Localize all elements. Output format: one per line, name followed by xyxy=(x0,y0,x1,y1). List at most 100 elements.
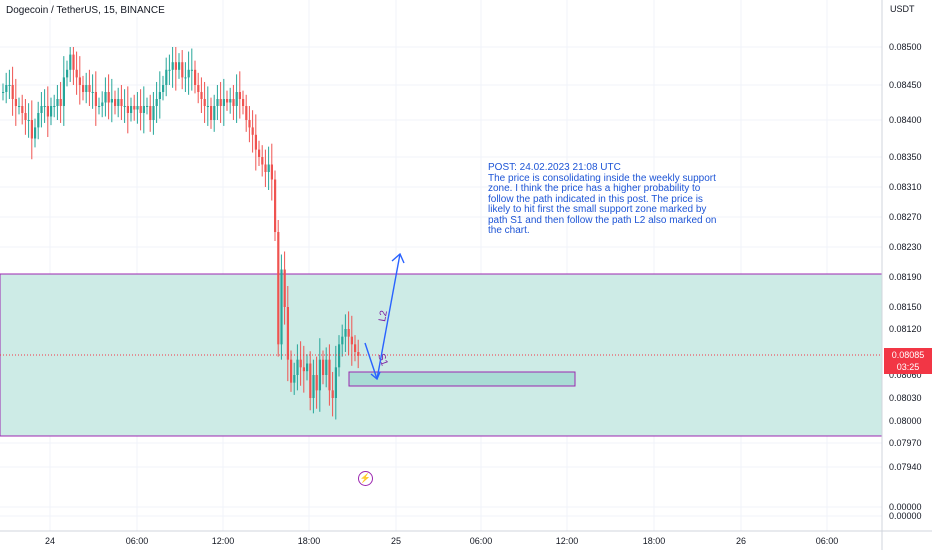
candle-up xyxy=(213,106,216,120)
candle-down xyxy=(219,99,222,106)
candle-down xyxy=(126,106,129,113)
candle-down xyxy=(149,106,152,120)
path-s1-label: S1 xyxy=(375,352,390,368)
candle-up xyxy=(306,363,309,372)
candle-down xyxy=(210,106,213,120)
candle-up xyxy=(296,359,299,375)
grid xyxy=(0,0,882,531)
price-axis[interactable]: USDT 0.08500 0.08450 0.08400 0.08350 0.08310… xyxy=(881,0,922,550)
candle-down xyxy=(200,92,203,99)
candle-up xyxy=(152,106,155,120)
x-tick-label: 24 xyxy=(45,536,55,546)
small-support-zone[interactable] xyxy=(348,371,576,387)
candle-up xyxy=(162,85,165,92)
candle-down xyxy=(283,269,286,307)
currency-label: USDT xyxy=(890,4,915,14)
y-tick-label: 0.08400 xyxy=(889,115,922,125)
x-tick-labels: 24 06:00 12:00 18:00 25 06:00 12:00 18:00 26 06:0… xyxy=(45,536,838,546)
candle-up xyxy=(40,106,43,113)
x-tick-label: 12:00 xyxy=(212,536,235,546)
candle-up xyxy=(344,329,347,337)
candle-down xyxy=(248,120,251,128)
candle-up xyxy=(338,344,341,368)
x-tick-label: 06:00 xyxy=(126,536,149,546)
candle-up xyxy=(34,127,37,139)
candle-up xyxy=(142,106,145,113)
candle-down xyxy=(75,69,78,78)
candles xyxy=(2,47,360,420)
y-tick-labels: 0.08500 0.08450 0.08400 0.08350 0.08310 0.082… xyxy=(889,42,922,521)
annotation-note[interactable]: POST: 24.02.2023 21:08 UTC The price is … xyxy=(488,162,722,237)
annotation-line: the chart. xyxy=(488,225,530,236)
candle-down xyxy=(315,375,318,391)
candle-down xyxy=(82,85,85,92)
y-tick-label: 0.08310 xyxy=(889,182,922,192)
candle-down xyxy=(261,157,264,165)
candle-down xyxy=(232,99,235,106)
candle-up xyxy=(187,69,190,78)
candle-up xyxy=(5,85,8,92)
candle-down xyxy=(331,390,334,398)
candle-down xyxy=(302,367,305,372)
candle-down xyxy=(328,359,331,391)
y-tick-label: 0.00000 xyxy=(889,502,922,512)
candle-up xyxy=(85,85,88,92)
last-price-badge: 0.08085 03:25 xyxy=(884,348,932,374)
candle-down xyxy=(88,85,91,92)
candle-up xyxy=(104,92,107,103)
candle-up xyxy=(171,62,174,70)
y-tick-label: 0.08450 xyxy=(889,80,922,90)
y-tick-label: 0.00000 xyxy=(889,511,922,521)
lightning-icon[interactable]: ⚡ xyxy=(358,471,373,486)
x-tick-label: 25 xyxy=(391,536,401,546)
candle-up xyxy=(101,102,104,106)
candle-up xyxy=(8,85,11,86)
y-tick-label: 0.08500 xyxy=(889,42,922,52)
y-tick-label: 0.08350 xyxy=(889,152,922,162)
candle-down xyxy=(114,99,117,106)
candle-down xyxy=(254,134,257,150)
annotation-line: likely to hit first the small support zo… xyxy=(488,204,707,215)
candle-up xyxy=(235,92,238,106)
candle-down xyxy=(94,92,97,106)
candle-down xyxy=(194,69,197,85)
candle-down xyxy=(274,179,277,232)
y-tick-label: 0.08150 xyxy=(889,302,922,312)
candle-up xyxy=(27,120,30,121)
candle-up xyxy=(267,164,270,172)
candle-down xyxy=(322,359,325,375)
last-price-value: 0.08085 xyxy=(891,350,925,360)
candle-down xyxy=(174,62,177,70)
candle-up xyxy=(69,54,72,70)
candle-down xyxy=(354,344,357,352)
candle-up xyxy=(130,106,133,113)
candle-up xyxy=(325,359,328,375)
candle-down xyxy=(277,232,280,345)
candle-up xyxy=(62,77,65,106)
candle-down xyxy=(264,164,267,172)
candle-up xyxy=(165,69,168,85)
annotation-line: zone. I think the price has a higher pro… xyxy=(488,183,701,194)
chart-title: Dogecoin / TetherUS, 15, BINANCE xyxy=(4,4,167,17)
x-tick-label: 18:00 xyxy=(643,536,666,546)
time-axis[interactable]: 24 06:00 12:00 18:00 25 06:00 12:00 18:00 26 06:0… xyxy=(0,530,932,546)
candle-up xyxy=(50,106,53,117)
candle-up xyxy=(158,92,161,99)
candle-up xyxy=(178,62,181,70)
y-tick-label: 0.08120 xyxy=(889,324,922,334)
x-tick-label: 12:00 xyxy=(556,536,579,546)
candle-down xyxy=(11,85,14,99)
annotation-line: The price is consolidating inside the we… xyxy=(488,172,716,184)
candle-down xyxy=(290,359,293,383)
x-tick-label: 18:00 xyxy=(298,536,321,546)
candle-up xyxy=(312,375,315,398)
candle-down xyxy=(107,92,110,103)
candle-down xyxy=(286,307,289,360)
candle-up xyxy=(91,92,94,93)
y-tick-label: 0.07940 xyxy=(889,462,922,472)
path-l2[interactable]: L2 xyxy=(376,252,405,380)
candle-up xyxy=(136,106,139,110)
candle-up xyxy=(117,99,120,106)
candle-up xyxy=(146,106,149,107)
